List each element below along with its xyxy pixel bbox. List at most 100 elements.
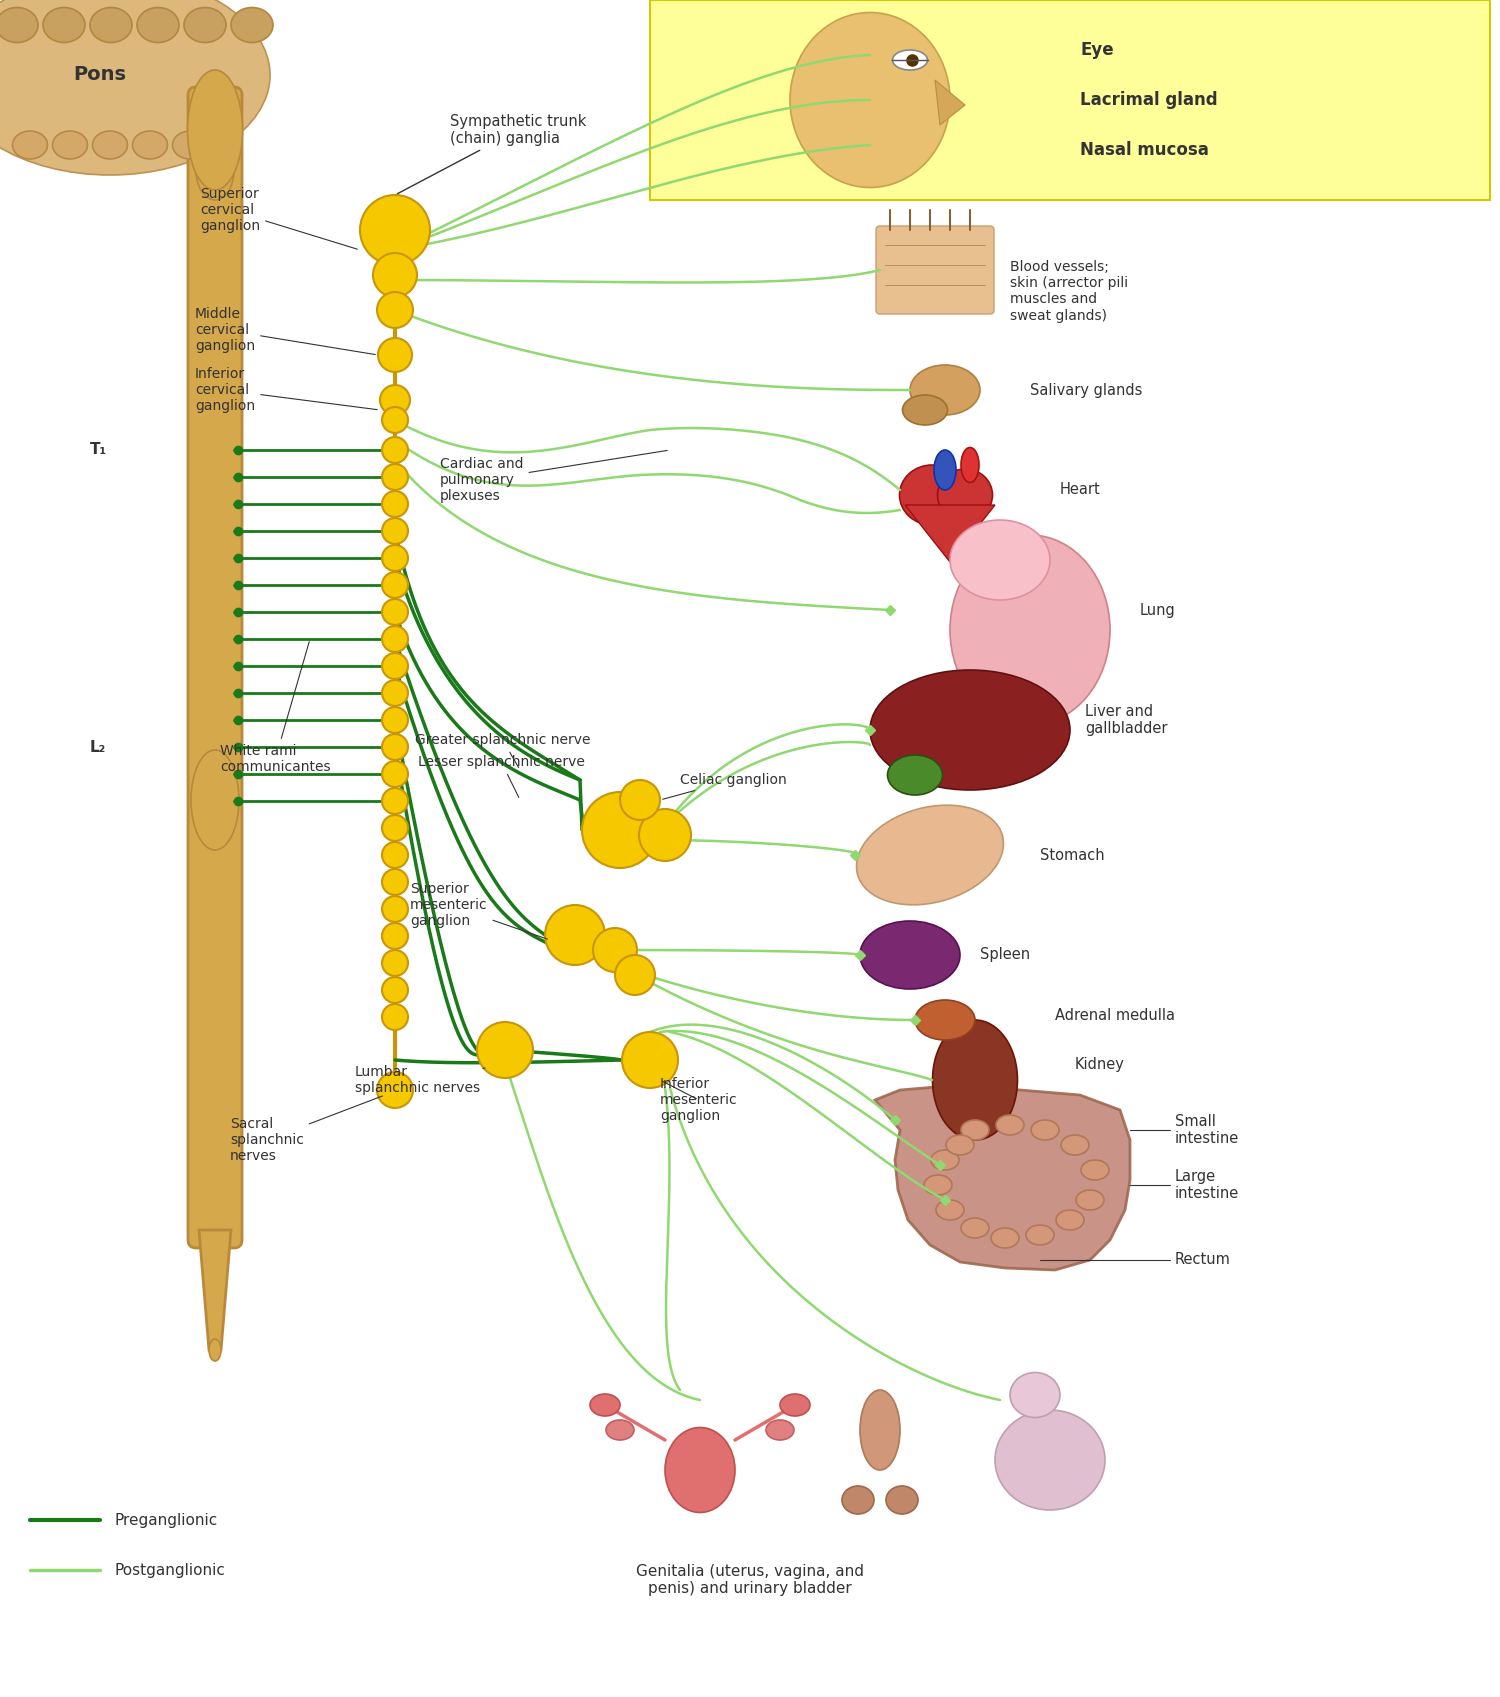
Circle shape	[382, 545, 408, 570]
Circle shape	[382, 708, 408, 733]
Circle shape	[360, 195, 430, 265]
Text: Stomach: Stomach	[1040, 847, 1104, 862]
Ellipse shape	[780, 1393, 810, 1415]
Circle shape	[582, 792, 658, 867]
Text: Superior
cervical
ganglion: Superior cervical ganglion	[200, 187, 357, 249]
Circle shape	[382, 407, 408, 433]
Ellipse shape	[1030, 1120, 1059, 1140]
Circle shape	[382, 572, 408, 597]
Circle shape	[382, 869, 408, 894]
Circle shape	[382, 680, 408, 706]
Ellipse shape	[950, 519, 1050, 601]
Text: Postganglionic: Postganglionic	[116, 1563, 226, 1578]
Ellipse shape	[590, 1393, 620, 1415]
Ellipse shape	[1056, 1210, 1084, 1230]
Circle shape	[622, 1032, 678, 1088]
Polygon shape	[934, 80, 964, 126]
Circle shape	[382, 626, 408, 652]
Ellipse shape	[888, 755, 942, 794]
Ellipse shape	[1060, 1135, 1089, 1156]
Ellipse shape	[910, 365, 980, 416]
Ellipse shape	[950, 535, 1110, 725]
Text: Large
intestine: Large intestine	[1174, 1169, 1239, 1201]
Text: Adrenal medulla: Adrenal medulla	[1054, 1008, 1174, 1023]
Ellipse shape	[1026, 1225, 1054, 1246]
Text: Cardiac and
pulmonary
plexuses: Cardiac and pulmonary plexuses	[440, 450, 668, 504]
Text: Salivary glands: Salivary glands	[1030, 382, 1143, 397]
Circle shape	[382, 950, 408, 976]
Text: Middle
cervical
ganglion: Middle cervical ganglion	[195, 307, 375, 355]
FancyBboxPatch shape	[650, 0, 1490, 200]
Ellipse shape	[924, 1174, 952, 1195]
Text: Eye: Eye	[1080, 41, 1113, 59]
Circle shape	[376, 292, 412, 328]
Text: Nasal mucosa: Nasal mucosa	[1080, 141, 1209, 160]
Circle shape	[382, 735, 408, 760]
Circle shape	[382, 463, 408, 490]
Ellipse shape	[932, 1151, 958, 1169]
Text: Small
intestine: Small intestine	[1174, 1113, 1239, 1145]
Ellipse shape	[859, 921, 960, 989]
Ellipse shape	[859, 1390, 900, 1470]
Ellipse shape	[962, 448, 980, 482]
Ellipse shape	[184, 7, 226, 42]
Circle shape	[382, 896, 408, 921]
Text: Superior
mesenteric
ganglion: Superior mesenteric ganglion	[410, 882, 548, 938]
Circle shape	[374, 253, 417, 297]
Text: Liver and
gallbladder: Liver and gallbladder	[1084, 704, 1167, 736]
Ellipse shape	[1082, 1161, 1108, 1179]
Ellipse shape	[915, 1000, 975, 1040]
Circle shape	[382, 842, 408, 867]
Circle shape	[382, 977, 408, 1003]
Text: Lacrimal gland: Lacrimal gland	[1080, 92, 1218, 109]
Ellipse shape	[93, 131, 128, 160]
Text: Inferior
mesenteric
ganglion: Inferior mesenteric ganglion	[660, 1078, 738, 1123]
Text: Lung: Lung	[1140, 602, 1176, 618]
Ellipse shape	[231, 7, 273, 42]
Text: White rami
communicantes: White rami communicantes	[220, 641, 330, 774]
Circle shape	[378, 338, 412, 372]
Ellipse shape	[132, 131, 168, 160]
Ellipse shape	[934, 450, 956, 490]
Text: Spleen: Spleen	[980, 947, 1030, 962]
Ellipse shape	[606, 1420, 634, 1441]
Ellipse shape	[996, 1115, 1024, 1135]
Circle shape	[592, 928, 638, 972]
Text: Lumbar
splanchnic nerves: Lumbar splanchnic nerves	[356, 1066, 484, 1095]
Ellipse shape	[946, 1135, 974, 1156]
Ellipse shape	[900, 465, 964, 524]
Circle shape	[382, 653, 408, 679]
Ellipse shape	[870, 670, 1070, 791]
Text: Greater splanchnic nerve: Greater splanchnic nerve	[416, 733, 591, 767]
FancyBboxPatch shape	[876, 226, 995, 314]
Text: Preganglionic: Preganglionic	[116, 1512, 219, 1527]
Ellipse shape	[936, 1200, 964, 1220]
Ellipse shape	[172, 131, 207, 160]
Ellipse shape	[188, 70, 243, 190]
Ellipse shape	[0, 0, 270, 175]
Circle shape	[382, 438, 408, 463]
Text: Kidney: Kidney	[1076, 1057, 1125, 1073]
Circle shape	[382, 1005, 408, 1030]
Text: Sympathetic trunk
(chain) ganglia: Sympathetic trunk (chain) ganglia	[398, 114, 586, 193]
Ellipse shape	[12, 131, 48, 160]
Circle shape	[620, 781, 660, 820]
Ellipse shape	[994, 1410, 1106, 1510]
Text: Celiac ganglion: Celiac ganglion	[663, 774, 786, 799]
Ellipse shape	[842, 1487, 874, 1514]
Circle shape	[382, 760, 408, 787]
Ellipse shape	[962, 1120, 988, 1140]
Circle shape	[382, 490, 408, 518]
Ellipse shape	[90, 7, 132, 42]
Ellipse shape	[44, 7, 86, 42]
Circle shape	[544, 905, 604, 966]
Circle shape	[382, 923, 408, 949]
Circle shape	[639, 809, 692, 860]
Ellipse shape	[886, 1487, 918, 1514]
Circle shape	[382, 815, 408, 842]
Circle shape	[382, 599, 408, 624]
Ellipse shape	[196, 139, 234, 200]
Ellipse shape	[53, 131, 87, 160]
Ellipse shape	[938, 468, 993, 521]
Circle shape	[380, 385, 410, 416]
